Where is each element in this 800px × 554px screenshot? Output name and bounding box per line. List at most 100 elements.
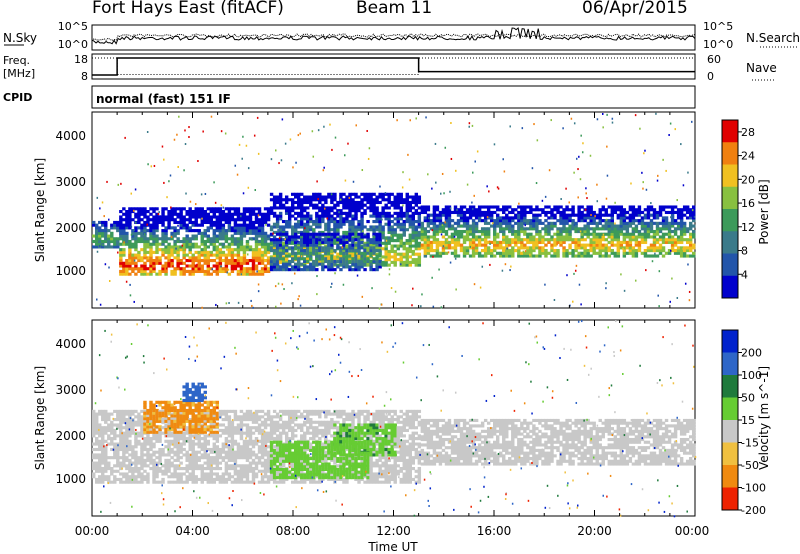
heatmap-speckle bbox=[379, 185, 381, 188]
heatmap-cell bbox=[110, 412, 114, 416]
heatmap-cell bbox=[375, 254, 379, 258]
heatmap-cell bbox=[628, 240, 633, 244]
heatmap-cell bbox=[149, 231, 153, 235]
heatmap-cell bbox=[366, 198, 370, 202]
heatmap-cell bbox=[399, 228, 403, 232]
heatmap-cell bbox=[269, 259, 274, 264]
heatmap-cell bbox=[432, 213, 437, 217]
heatmap-cell bbox=[667, 232, 672, 236]
heatmap-cell bbox=[131, 242, 135, 246]
heatmap-cell bbox=[306, 235, 310, 239]
heatmap-cell bbox=[502, 221, 506, 225]
heatmap-cell bbox=[592, 240, 596, 244]
heatmap-cell bbox=[486, 249, 491, 253]
heatmap-cell bbox=[622, 232, 627, 236]
heatmap-cell bbox=[269, 265, 274, 269]
heatmap-cell bbox=[535, 208, 539, 212]
heatmap-cell bbox=[176, 442, 180, 446]
heatmap-cell bbox=[233, 220, 238, 225]
heatmap-cell bbox=[200, 237, 204, 241]
heatmap-speckle bbox=[334, 136, 337, 139]
heatmap-cell bbox=[574, 221, 578, 225]
heatmap-cell bbox=[357, 219, 361, 224]
heatmap-cell bbox=[562, 208, 566, 212]
heatmap-cell bbox=[643, 227, 648, 231]
heatmap-cell bbox=[158, 403, 162, 407]
heatmap-cell bbox=[173, 207, 177, 211]
heatmap-cell bbox=[242, 253, 247, 257]
heatmap-cell bbox=[303, 235, 307, 239]
heatmap-speckle bbox=[202, 130, 204, 133]
heatmap-cell bbox=[128, 434, 132, 438]
heatmap-cell bbox=[414, 236, 419, 240]
heatmap-cell bbox=[272, 198, 277, 202]
heatmap-cell bbox=[110, 428, 114, 433]
heatmap-speckle bbox=[330, 286, 332, 289]
heatmap-cell bbox=[200, 423, 204, 427]
heatmap-cell bbox=[158, 437, 162, 441]
heatmap-cell bbox=[511, 251, 515, 255]
heatmap-cell bbox=[628, 205, 633, 209]
heatmap-cell bbox=[251, 229, 256, 233]
heatmap-cell bbox=[125, 239, 129, 244]
heatmap-cell bbox=[333, 206, 337, 210]
heatmap-cell bbox=[453, 210, 458, 215]
heatmap-cell bbox=[655, 221, 660, 225]
heatmap-cell bbox=[661, 246, 666, 250]
heatmap-cell bbox=[281, 198, 286, 202]
heatmap-cell bbox=[176, 259, 180, 263]
heatmap-cell bbox=[149, 264, 153, 268]
heatmap-cell bbox=[230, 212, 235, 216]
heatmap-cell bbox=[532, 224, 536, 228]
heatmap-cell bbox=[233, 231, 238, 235]
heatmap-cell bbox=[122, 223, 126, 227]
heatmap-cell bbox=[179, 403, 183, 407]
heatmap-speckle bbox=[550, 119, 552, 122]
heatmap-cell bbox=[104, 431, 108, 435]
heatmap-cell bbox=[369, 228, 373, 232]
heatmap-cell bbox=[619, 210, 624, 215]
heatmap-cell bbox=[146, 419, 150, 423]
heatmap-cell bbox=[670, 243, 675, 247]
heatmap-cell bbox=[230, 218, 235, 222]
heatmap-cell bbox=[146, 442, 150, 446]
heatmap-speckle bbox=[196, 263, 198, 266]
heatmap-cell bbox=[131, 420, 135, 424]
heatmap-cell bbox=[592, 251, 596, 255]
heatmap-cell bbox=[140, 431, 144, 435]
heatmap-cell bbox=[185, 269, 189, 274]
heatmap-cell bbox=[107, 477, 111, 482]
heatmap-cell bbox=[194, 207, 198, 211]
heatmap-cell bbox=[441, 210, 446, 215]
heatmap-cell bbox=[266, 210, 271, 214]
heatmap-cell bbox=[520, 205, 524, 209]
heatmap-cell bbox=[254, 226, 259, 230]
heatmap-cell bbox=[158, 450, 162, 454]
heatmap-cell bbox=[589, 240, 593, 244]
heatmap-cell bbox=[477, 254, 482, 258]
heatmap-speckle bbox=[161, 145, 164, 148]
heatmap-cell bbox=[104, 464, 108, 468]
heatmap-cell bbox=[303, 214, 307, 218]
heatmap-cell bbox=[676, 221, 681, 225]
heatmap-cell bbox=[315, 243, 319, 247]
heatmap-cell bbox=[339, 225, 343, 229]
heatmap-cell bbox=[583, 254, 587, 258]
heatmap-cell bbox=[592, 235, 596, 239]
heatmap-cell bbox=[679, 221, 684, 225]
heatmap-cell bbox=[161, 469, 165, 473]
heatmap-cell bbox=[378, 225, 382, 229]
heatmap-cell bbox=[209, 237, 213, 241]
heatmap-cell bbox=[532, 213, 536, 217]
heatmap-cell bbox=[589, 208, 593, 212]
heatmap-cell bbox=[242, 269, 247, 274]
heatmap-cell bbox=[248, 207, 253, 211]
heatmap-cell bbox=[468, 227, 473, 231]
heatmap-cell bbox=[444, 246, 449, 250]
heatmap-cell bbox=[167, 218, 171, 222]
heatmap-cell bbox=[107, 461, 111, 465]
heatmap-cell bbox=[140, 464, 144, 468]
heatmap-cell bbox=[553, 251, 557, 255]
heatmap-cell bbox=[429, 246, 434, 250]
heatmap-cell bbox=[471, 229, 476, 234]
